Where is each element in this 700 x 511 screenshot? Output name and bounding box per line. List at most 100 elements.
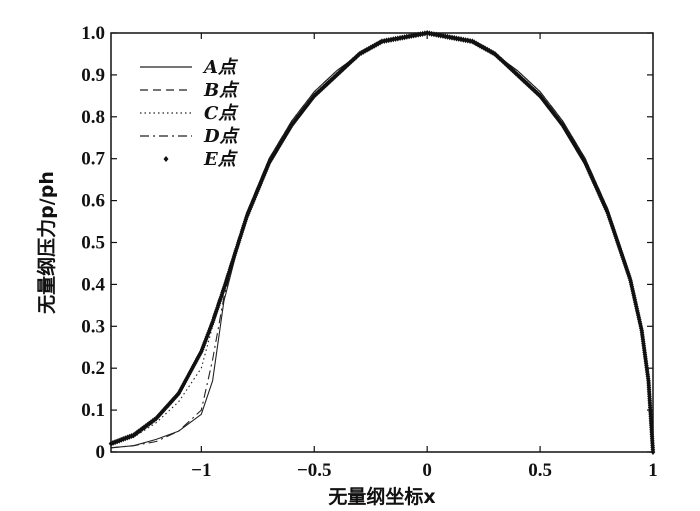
series-e-point xyxy=(289,122,294,129)
series-e-point xyxy=(125,434,130,441)
series-e-point xyxy=(263,167,269,174)
series-e-point xyxy=(220,289,225,296)
y-tick-label: 0.1 xyxy=(81,400,105,421)
series-e-point xyxy=(193,357,199,364)
y-tick-label: 1.0 xyxy=(81,23,105,44)
series-e-point xyxy=(199,346,205,353)
series-e-point xyxy=(186,371,192,378)
series-e-point xyxy=(608,218,613,225)
series-e-point xyxy=(479,43,485,50)
series-e-point xyxy=(185,373,191,380)
series-e-point xyxy=(625,268,630,275)
y-tick-label: 0.7 xyxy=(81,149,105,170)
series-e-point xyxy=(150,418,155,425)
series-e-point xyxy=(342,64,348,71)
series-e-point xyxy=(180,382,186,389)
series-markers-group xyxy=(108,30,656,455)
series-e-point xyxy=(131,432,136,439)
series-e-point xyxy=(458,36,464,43)
series-e-point xyxy=(581,158,587,165)
x-axis-label: 无量纲坐标x xyxy=(328,485,435,508)
series-e-point xyxy=(188,367,194,374)
series-e-point xyxy=(599,196,604,203)
y-tick-label: 0.8 xyxy=(81,107,105,128)
series-e-point xyxy=(255,188,260,195)
series-e-point xyxy=(202,340,207,347)
series-e-point xyxy=(515,71,520,78)
series-e-point xyxy=(215,302,221,309)
series-e-point xyxy=(502,59,507,66)
series-e-point xyxy=(250,198,256,205)
series-e-point xyxy=(355,52,361,59)
series-e-point xyxy=(388,36,394,43)
series-e-point xyxy=(456,35,462,42)
series-e-point xyxy=(366,45,372,52)
y-tick-label: 0.6 xyxy=(81,191,105,212)
series-e-point xyxy=(199,348,204,355)
series-e-point xyxy=(152,416,157,423)
legend-label: A点 xyxy=(202,57,239,78)
series-e-point xyxy=(612,231,618,238)
series-e-point xyxy=(167,400,173,407)
series-e-point xyxy=(601,200,606,207)
series-e-point xyxy=(618,249,624,256)
series-e-point xyxy=(507,64,512,71)
series-e-point xyxy=(463,37,468,44)
x-tick-label: −1 xyxy=(191,460,211,481)
series-e-point xyxy=(495,53,501,60)
series-e-point xyxy=(384,37,389,44)
series-e-point xyxy=(247,206,253,213)
series-e-point xyxy=(178,386,184,393)
series-e-point xyxy=(251,196,257,203)
series-e-point xyxy=(492,50,498,57)
series-e-point xyxy=(508,65,514,72)
series-e-point xyxy=(260,176,265,183)
series-e-point xyxy=(575,146,580,153)
series-e-point xyxy=(191,361,197,368)
series-e-point xyxy=(294,115,300,122)
series-e-point xyxy=(360,48,366,55)
series-e-point xyxy=(485,46,490,53)
series-dashed-line xyxy=(110,32,654,453)
series-e-point xyxy=(583,161,589,168)
legend-label: B点 xyxy=(203,80,240,101)
series-e-point xyxy=(272,150,278,157)
series-dashdot-line xyxy=(110,32,654,453)
x-tick-label: 0.5 xyxy=(528,460,552,481)
series-e-point xyxy=(339,67,344,74)
legend-label: E点 xyxy=(203,149,239,170)
series-e-point xyxy=(390,36,396,43)
series-e-point xyxy=(488,48,494,55)
series-e-point xyxy=(377,39,383,46)
series-dashed-group xyxy=(110,32,654,453)
series-e-point xyxy=(207,327,212,334)
series-e-point xyxy=(573,144,579,151)
series-e-point xyxy=(213,308,219,315)
series-e-point xyxy=(181,380,187,387)
series-e-point xyxy=(246,208,252,215)
legend-label: C点 xyxy=(204,103,239,124)
series-dashdot-group xyxy=(110,32,654,453)
series-e-point xyxy=(591,180,597,187)
series-e-point xyxy=(374,41,379,48)
series-e-point xyxy=(203,335,209,342)
x-tick-label: 1 xyxy=(648,460,658,481)
ticks-layer: −1 −0.5 0 0.5 1 0 0.1 0.2 0.3 0.4 0.5 0.6 0.7 0.8 0.9 1… xyxy=(81,23,658,481)
series-e-point xyxy=(386,37,392,44)
series-e-point xyxy=(323,82,328,89)
series-e-point xyxy=(454,35,459,42)
series-dotted-line xyxy=(110,32,654,453)
series-e-point xyxy=(461,36,466,43)
series-e-point xyxy=(162,405,168,412)
series-e-point xyxy=(156,412,162,419)
series-e-point xyxy=(393,35,398,42)
series-e-point xyxy=(606,212,611,219)
series-e-point xyxy=(345,61,351,68)
series-e-point xyxy=(139,425,145,432)
series-e-point xyxy=(159,408,165,415)
series-e-point xyxy=(250,200,255,207)
x-tick-label: 0 xyxy=(422,460,432,481)
series-e-point xyxy=(201,342,207,349)
series-e-point xyxy=(324,80,330,87)
